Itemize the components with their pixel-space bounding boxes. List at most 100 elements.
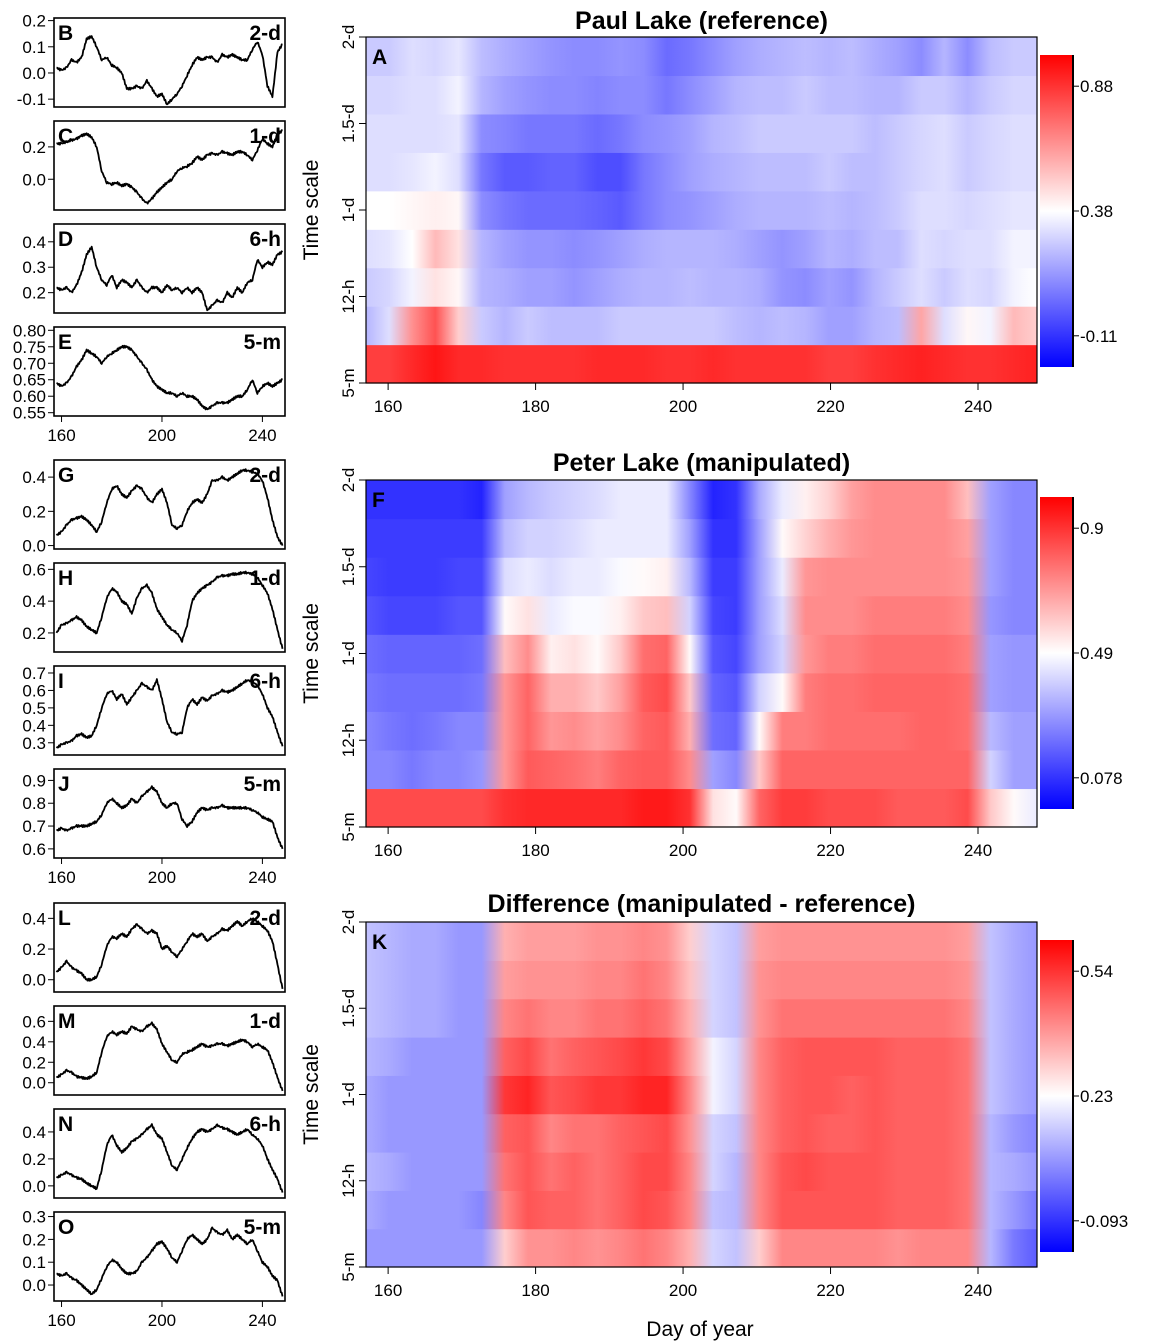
x-tick-label: 220 xyxy=(816,841,844,860)
colorbar xyxy=(1040,940,1073,1252)
y-tick-label: 0.2 xyxy=(22,284,46,303)
colorbar-tick-label: 0.23 xyxy=(1080,1087,1113,1106)
heatmap-band-1.5-d xyxy=(366,557,1037,597)
y-tick-label: 0.80 xyxy=(13,321,46,340)
panel-letter: K xyxy=(372,931,387,954)
scale-label: 1-d xyxy=(250,567,282,590)
line-panel-I: 0.70.60.50.40.3 I 6-h xyxy=(22,664,286,756)
y-tick-label: 0.55 xyxy=(13,404,46,423)
y-tick-label: 0.9 xyxy=(22,771,46,790)
line-panel-N: 0.4 0.2 0.0 N 6-h xyxy=(22,1108,286,1199)
y-tick-label: 2-d xyxy=(339,910,358,935)
line-panel-frame xyxy=(53,326,286,417)
x-tick-label: 240 xyxy=(248,426,276,445)
scale-label: 6-h xyxy=(250,1113,282,1136)
y-tick-label: 0.8 xyxy=(22,794,46,813)
line-panel-frame xyxy=(53,562,286,653)
x-tick-label: 200 xyxy=(669,841,697,860)
heatmap-band-3-h xyxy=(366,1190,1037,1230)
y-tick-label: 0.2 xyxy=(22,940,46,959)
colorbar-tick-label: 0.078 xyxy=(1080,769,1123,788)
x-tick-label: 180 xyxy=(521,1281,549,1300)
colorbar-tick-label: -0.11 xyxy=(1080,327,1118,346)
line-panel-frame xyxy=(53,17,286,108)
x-tick-label: 240 xyxy=(964,841,992,860)
panel-letter: M xyxy=(58,1010,76,1033)
heatmap-band-2-d xyxy=(366,922,1037,961)
y-tick-label: 5-m xyxy=(339,368,358,397)
y-tick-label: 0.0 xyxy=(22,64,46,83)
colorbar-tick-label: 0.54 xyxy=(1080,962,1113,981)
x-axis-title: Day of year xyxy=(646,1318,753,1341)
colorbar-tick-label: 0.49 xyxy=(1080,644,1113,663)
heatmap-band-1-d xyxy=(366,634,1037,674)
series-line xyxy=(56,344,283,411)
series-line xyxy=(55,1021,284,1092)
x-tick-label: 220 xyxy=(816,397,844,416)
heatmap-band-1.25-d xyxy=(366,1037,1037,1076)
x-tick-label: 160 xyxy=(47,426,75,445)
scale-label: 5-m xyxy=(244,331,281,354)
y-tick-label: 0.60 xyxy=(13,387,46,406)
y-tick-label: 0.2 xyxy=(22,502,46,521)
heatmap-band-12-h xyxy=(366,1152,1037,1191)
scale-label: 2-d xyxy=(250,907,282,930)
panel-letter: O xyxy=(58,1216,74,1239)
line-panel-frame xyxy=(53,459,286,550)
y-tick-label: 0.6 xyxy=(22,560,46,579)
heatmap-band-1.25-d xyxy=(366,595,1037,635)
x-tick-label: 200 xyxy=(148,426,176,445)
x-tick-label: 160 xyxy=(47,868,75,887)
colorbar xyxy=(1040,55,1073,367)
x-tick-label: 200 xyxy=(669,397,697,416)
x-tick-label: 240 xyxy=(248,1311,276,1330)
y-tick-label: 0.6 xyxy=(22,681,46,700)
y-tick-label: 0.5 xyxy=(22,699,46,718)
line-panel-H: 0.6 0.4 0.2 H 1-d xyxy=(22,560,286,653)
panel-letter: N xyxy=(58,1113,73,1136)
scale-label: 2-d xyxy=(250,22,282,45)
panel-letter: G xyxy=(58,464,74,487)
y-tick-label: 0.4 xyxy=(22,716,46,735)
y-tick-label: 0.1 xyxy=(22,38,46,57)
y-tick-label: 0.70 xyxy=(13,354,46,373)
y-tick-label: 0.75 xyxy=(13,338,46,357)
colorbar-tick-label: -0.093 xyxy=(1080,1212,1128,1231)
y-tick-label: 0.2 xyxy=(22,624,46,643)
x-tick-label: 160 xyxy=(374,1281,402,1300)
panel-letter: D xyxy=(58,228,73,251)
heatmap-band-5-m xyxy=(366,344,1037,384)
panel-letter: I xyxy=(58,670,64,693)
y-tick-label: 1-d xyxy=(339,198,358,223)
y-tick-label: 0.4 xyxy=(22,468,46,487)
line-panel-C: 0.2 0.0 C 1-d xyxy=(22,120,286,211)
y-tick-label: 2-d xyxy=(339,25,358,50)
colorbar-tick-label: 0.38 xyxy=(1080,202,1113,221)
y-tick-label: 0.3 xyxy=(22,258,46,277)
x-tick-label: 220 xyxy=(816,1281,844,1300)
heatmap-band-12-h xyxy=(366,711,1037,751)
colorbar-tick-label: 0.9 xyxy=(1080,519,1104,538)
scale-label: 5-m xyxy=(244,1216,281,1239)
y-tick-label: 0.3 xyxy=(22,734,46,753)
y-tick-label: 1.5-d xyxy=(339,547,358,586)
heatmap-title: Paul Lake (reference) xyxy=(575,7,828,35)
heatmap-band-3-h xyxy=(366,749,1037,790)
series-line xyxy=(55,678,284,749)
y-tick-label: 0.2 xyxy=(22,12,46,31)
y-tick-label: 0.0 xyxy=(22,537,46,556)
y-tick-label: 0.4 xyxy=(22,1123,46,1142)
y-tick-label: 0.2 xyxy=(22,1150,46,1169)
y-tick-label: 0.2 xyxy=(22,1230,46,1249)
panel-letter: L xyxy=(58,907,71,930)
y-tick-label: 0.6 xyxy=(22,1012,46,1031)
x-tick-label: 200 xyxy=(669,1281,697,1300)
y-tick-label: 0.2 xyxy=(22,1053,46,1072)
heatmap-band-18-h xyxy=(366,1113,1037,1153)
heatmap-band-18-h xyxy=(366,672,1037,712)
colorbar-tick-label: 0.88 xyxy=(1080,77,1113,96)
colorbar xyxy=(1040,497,1073,809)
panel-letter: E xyxy=(58,331,72,354)
y-tick-label: 0.2 xyxy=(22,138,46,157)
